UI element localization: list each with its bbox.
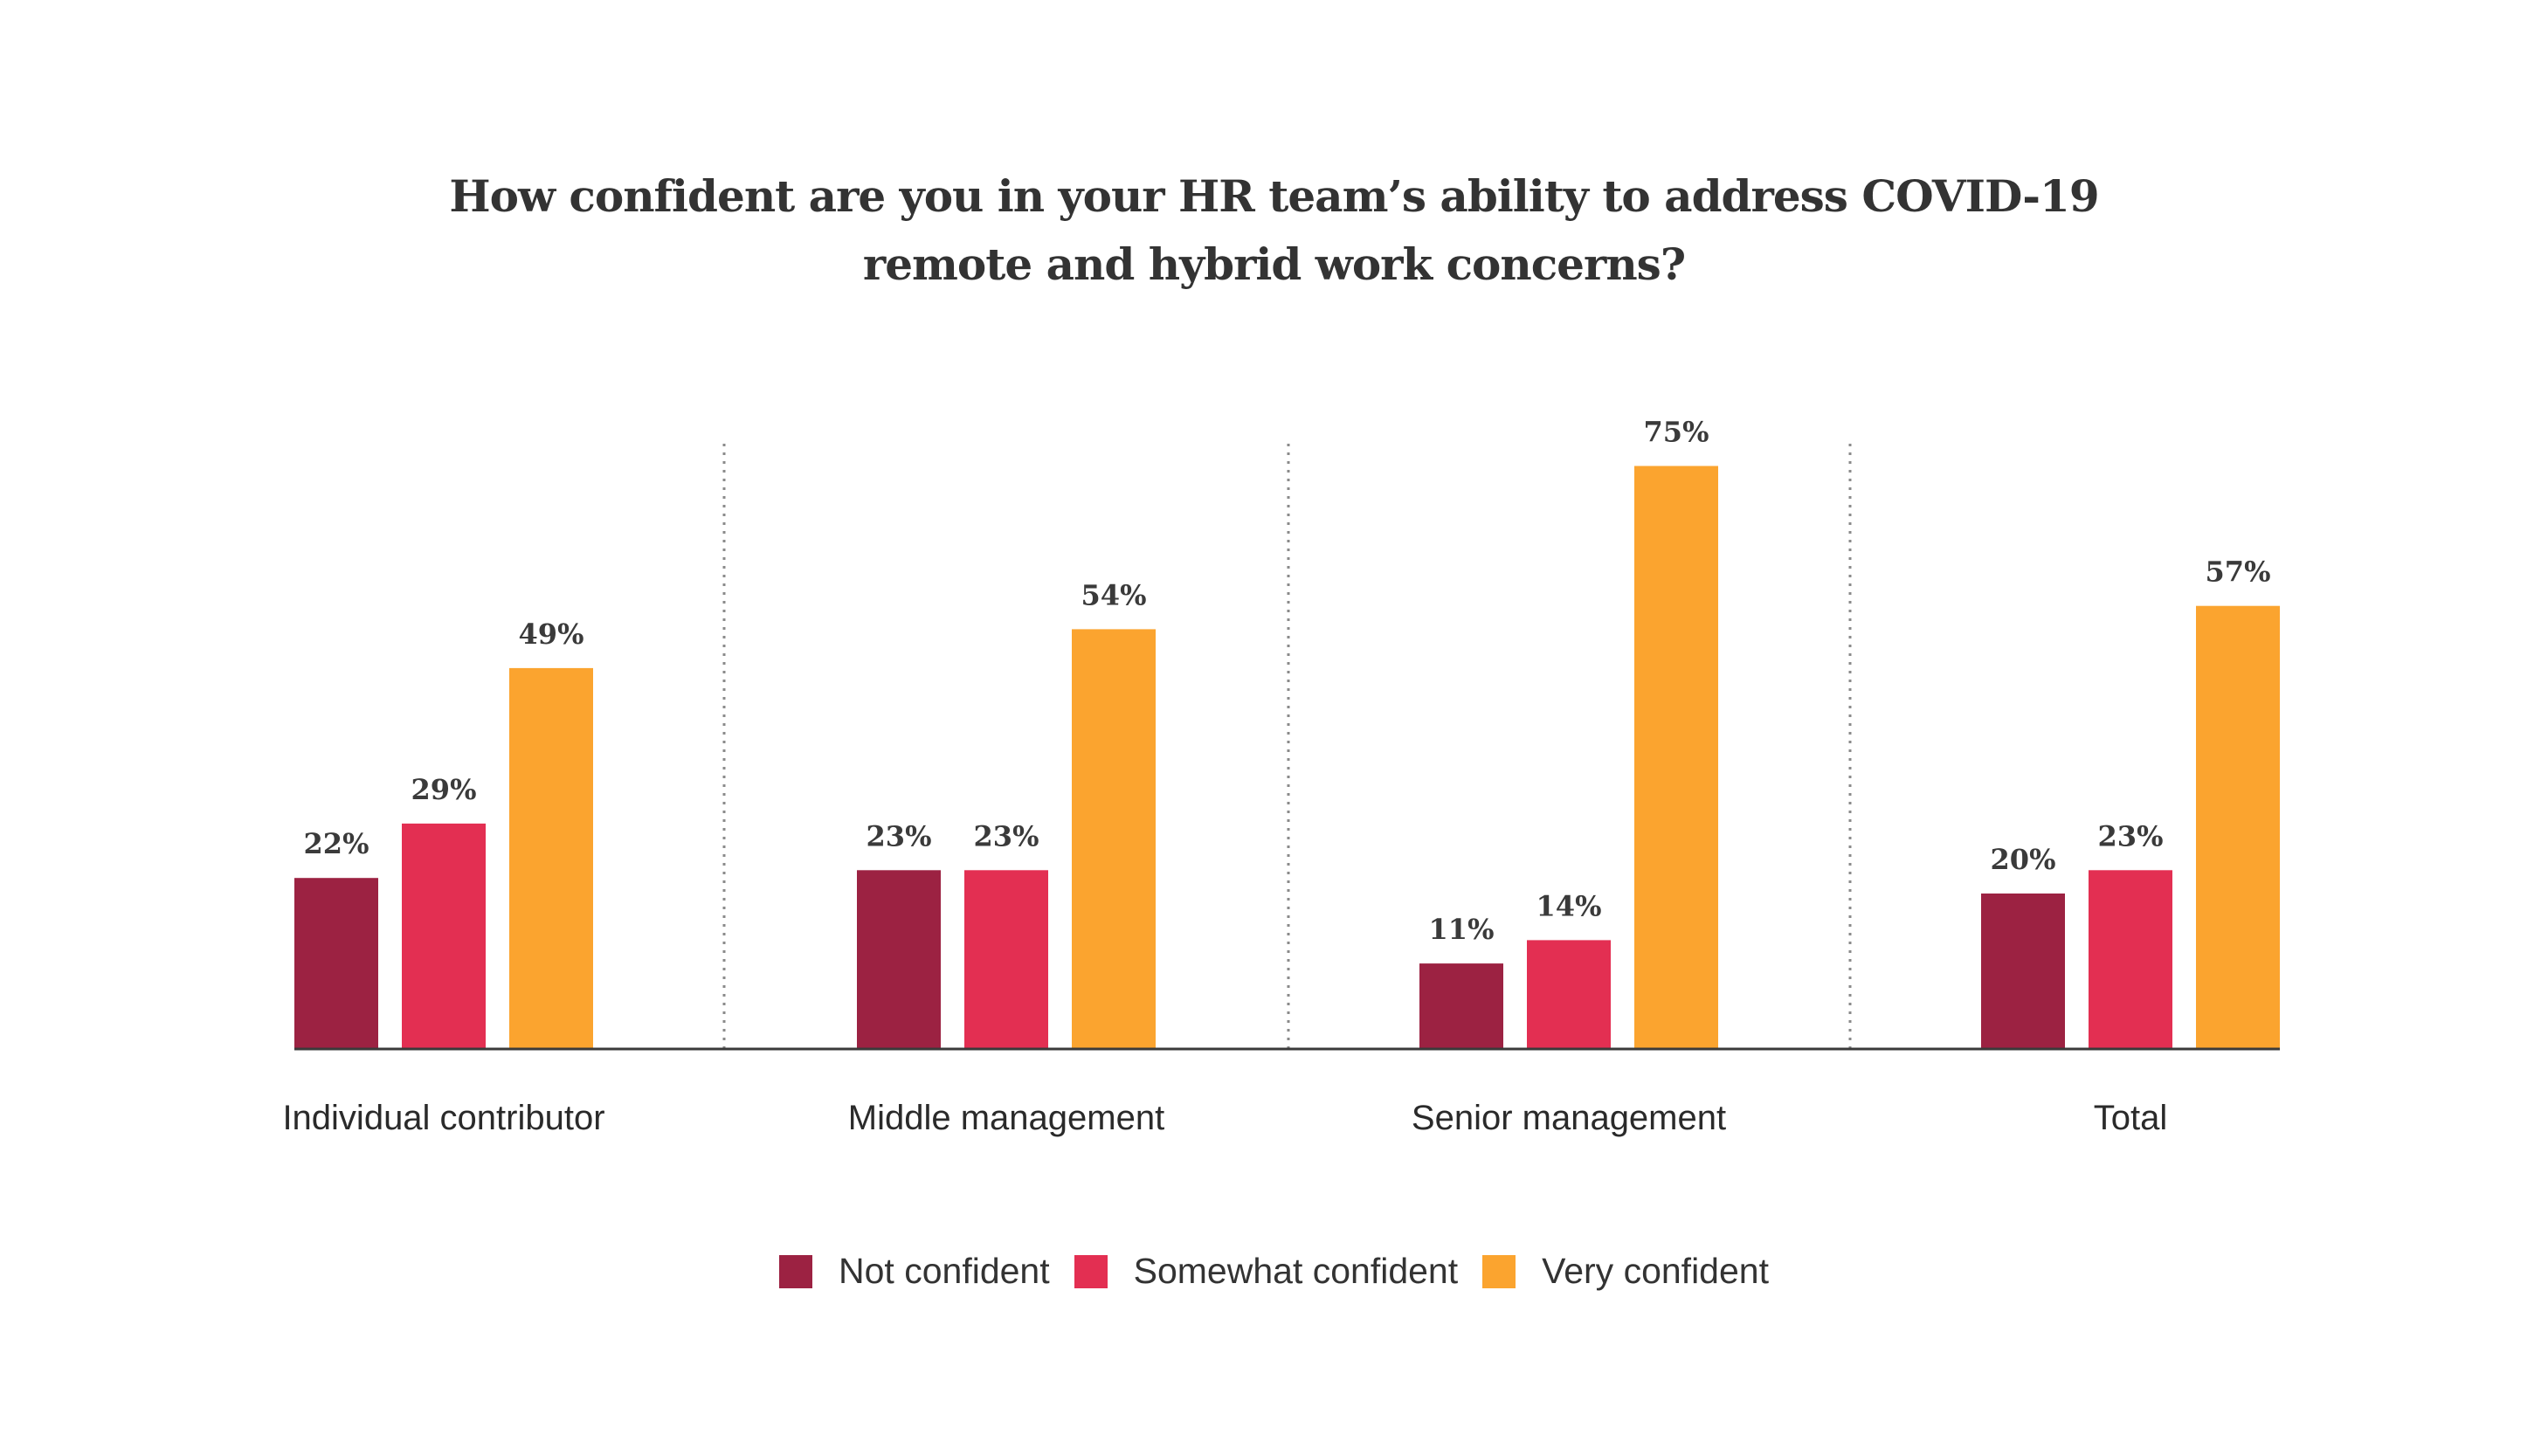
legend-swatch-very-confident	[1482, 1254, 1516, 1288]
bar-total-not-confident	[1981, 894, 2065, 1049]
legend-item-somewhat-confident: Somewhat confident	[1074, 1251, 1459, 1292]
data-label-total-very-confident: 57%	[2206, 555, 2271, 589]
data-label-senior-management-not-confident: 11%	[1429, 913, 1495, 946]
bar-individual-contributor-very-confident	[509, 667, 593, 1049]
data-label-middle-management-somewhat-confident: 23%	[974, 819, 1039, 852]
bar-total-somewhat-confident	[2089, 870, 2172, 1049]
category-label-senior-management: Senior management	[1412, 1099, 1726, 1137]
legend-label-not-confident: Not confident	[839, 1251, 1050, 1291]
data-label-middle-management-not-confident: 23%	[867, 819, 932, 852]
bar-middle-management-not-confident	[857, 870, 941, 1049]
data-label-individual-contributor-not-confident: 22%	[304, 827, 369, 860]
bar-total-very-confident	[2196, 605, 2280, 1049]
data-label-individual-contributor-very-confident: 49%	[519, 618, 584, 651]
data-label-individual-contributor-somewhat-confident: 29%	[411, 773, 477, 806]
legend-label-very-confident: Very confident	[1542, 1251, 1769, 1291]
bar-individual-contributor-somewhat-confident	[402, 823, 486, 1049]
data-label-senior-management-very-confident: 75%	[1644, 416, 1709, 449]
data-label-senior-management-somewhat-confident: 14%	[1536, 889, 1602, 922]
legend-item-not-confident: Not confident	[779, 1251, 1050, 1292]
chart-title-line-1: How confident are you in your HR team’s …	[449, 170, 2099, 222]
data-label-total-somewhat-confident: 23%	[2098, 819, 2164, 852]
chart-title-line-2: remote and hybrid work concerns?	[862, 238, 1686, 290]
legend: Not confident Somewhat confident Very conf…	[0, 1251, 2548, 1292]
legend-item-very-confident: Very confident	[1482, 1251, 1769, 1292]
legend-label-somewhat-confident: Somewhat confident	[1133, 1251, 1459, 1291]
bar-senior-management-very-confident	[1634, 466, 1718, 1049]
legend-swatch-not-confident	[779, 1254, 813, 1288]
category-label-middle-management: Middle management	[848, 1099, 1164, 1137]
bar-senior-management-not-confident	[1419, 963, 1503, 1049]
bar-individual-contributor-not-confident	[294, 878, 378, 1049]
chart-title: How confident are you in your HR team’s …	[0, 162, 2548, 299]
bar-senior-management-somewhat-confident	[1527, 940, 1611, 1049]
bar-middle-management-very-confident	[1072, 629, 1156, 1049]
category-label-total: Total	[2094, 1099, 2168, 1137]
legend-swatch-somewhat-confident	[1074, 1254, 1108, 1288]
bar-middle-management-somewhat-confident	[964, 870, 1048, 1049]
data-label-middle-management-very-confident: 54%	[1081, 578, 1147, 611]
category-label-individual-contributor: Individual contributor	[282, 1099, 604, 1137]
data-label-total-not-confident: 20%	[1991, 843, 2056, 876]
